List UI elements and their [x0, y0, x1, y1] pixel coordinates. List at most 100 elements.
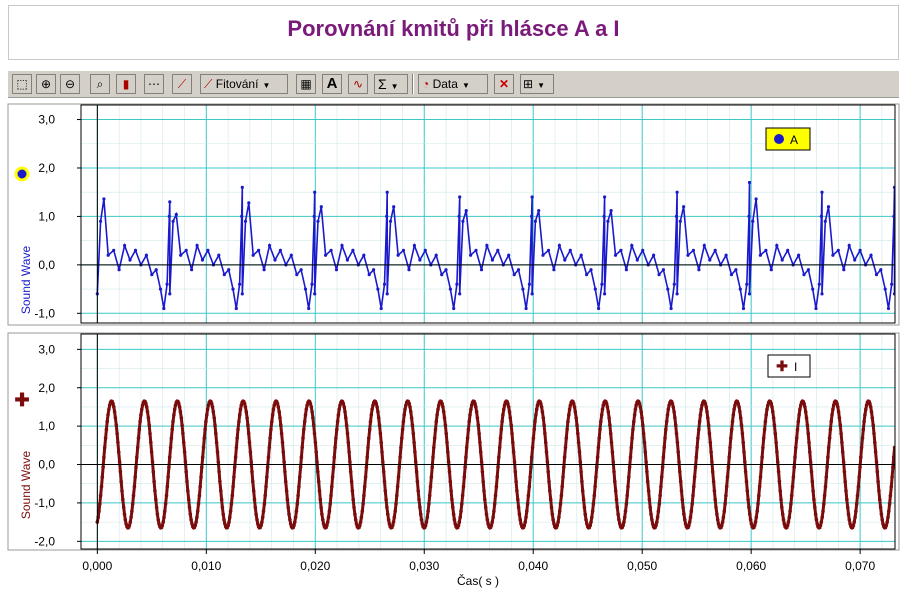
zoom-out-button[interactable]: ⊖ [60, 74, 80, 94]
data-point [111, 401, 115, 406]
chevron-down-icon: ▼ [390, 82, 399, 91]
data-point [807, 440, 811, 445]
data-point [692, 475, 697, 479]
data-point [595, 455, 600, 460]
data-point [311, 423, 316, 428]
data-point [541, 253, 545, 257]
data-point [292, 523, 296, 528]
legend-a[interactable]: A [765, 127, 811, 151]
data-point [100, 475, 105, 479]
data-point [134, 465, 138, 470]
data-point [228, 515, 232, 520]
data-point [860, 436, 865, 440]
data-point [582, 505, 587, 510]
data-point [382, 479, 387, 484]
autoscale-icon: ⬚ [16, 77, 28, 91]
data-point [416, 489, 421, 493]
data-point [415, 479, 420, 484]
data-point [161, 520, 165, 524]
data-point [174, 212, 178, 217]
zoom-in-button[interactable]: ⊕ [36, 74, 56, 94]
data-point [385, 505, 389, 510]
data-point [813, 512, 818, 516]
data-point [576, 431, 580, 436]
fit-dropdown[interactable]: ⟋ Fitování ▼ [200, 74, 288, 94]
data-point [385, 214, 389, 218]
data-point [842, 268, 846, 272]
data-point [312, 214, 316, 218]
data-point [644, 460, 648, 464]
data-point [745, 489, 750, 493]
autoscale-button[interactable]: ⬚ [12, 74, 32, 94]
data-point [366, 445, 370, 450]
data-point [842, 470, 847, 474]
axis-a: 3,0 2,0 1,0 0,0 -1,0 [34, 104, 896, 324]
data-point [490, 258, 494, 262]
data-point [782, 522, 787, 526]
data-point [145, 410, 150, 414]
data-point [804, 416, 809, 420]
data-point [204, 419, 208, 424]
data-point [308, 401, 313, 406]
data-point [424, 520, 429, 524]
data-point [796, 419, 801, 424]
data-point [200, 465, 204, 470]
delete-button[interactable]: ✕ [494, 74, 514, 94]
data-point [330, 475, 335, 479]
data-point [385, 190, 389, 194]
data-point [648, 505, 652, 510]
data-point [431, 455, 435, 460]
tangent-button[interactable]: ⟋ [172, 74, 192, 94]
data-point [726, 465, 731, 470]
data-point [607, 416, 611, 420]
data-point [774, 440, 778, 445]
x-tick-label: 0,000 [82, 559, 112, 573]
data-point [117, 268, 121, 272]
statistics-button[interactable]: ⋯ [144, 74, 164, 94]
data-point [672, 282, 676, 286]
model-button[interactable]: ∿ [348, 74, 368, 94]
data-point [811, 287, 815, 291]
data-point [295, 273, 299, 277]
data-point [491, 515, 495, 520]
sum-dropdown[interactable]: Σ ▼ [374, 74, 408, 94]
data-point [307, 306, 311, 311]
data-point [219, 489, 223, 493]
data-point [102, 197, 106, 201]
text-annotation-button[interactable]: A [322, 74, 342, 94]
data-point [363, 475, 368, 479]
data-point [591, 502, 596, 506]
data-point [486, 522, 490, 526]
data-point [390, 523, 395, 528]
data-point [660, 465, 665, 470]
data-dropdown[interactable]: ◔ Data ▼ [418, 74, 488, 94]
lock-button[interactable]: ▮ [116, 74, 136, 94]
data-point [875, 470, 880, 474]
data-point [516, 505, 521, 510]
legend-i[interactable]: ✚ I [767, 354, 811, 378]
data-point [708, 440, 713, 445]
data-point [465, 436, 470, 440]
data-point [548, 489, 552, 493]
data-point [630, 436, 634, 440]
graph-options-dropdown[interactable]: ⊞ ▼ [520, 74, 554, 94]
zoom-out-icon: ⊖ [64, 77, 76, 91]
data-point [786, 520, 791, 524]
data-point [485, 517, 490, 522]
data-point [199, 475, 203, 479]
calculator-button[interactable]: ▦ [296, 74, 316, 94]
data-point [444, 431, 449, 436]
examine-button[interactable]: ⌕ [90, 74, 110, 94]
data-point [727, 455, 731, 460]
data-point [699, 407, 703, 412]
y-axis-label-a: Sound Wave [19, 246, 33, 315]
data-point [463, 465, 467, 470]
data-point [171, 419, 175, 424]
data-point [596, 445, 601, 450]
data-point [711, 479, 716, 484]
x-tick-label: 0,020 [300, 559, 330, 573]
text-annotation-icon: A [326, 75, 338, 92]
data-point [829, 419, 833, 424]
data-point [434, 253, 438, 257]
data-point [476, 423, 481, 428]
